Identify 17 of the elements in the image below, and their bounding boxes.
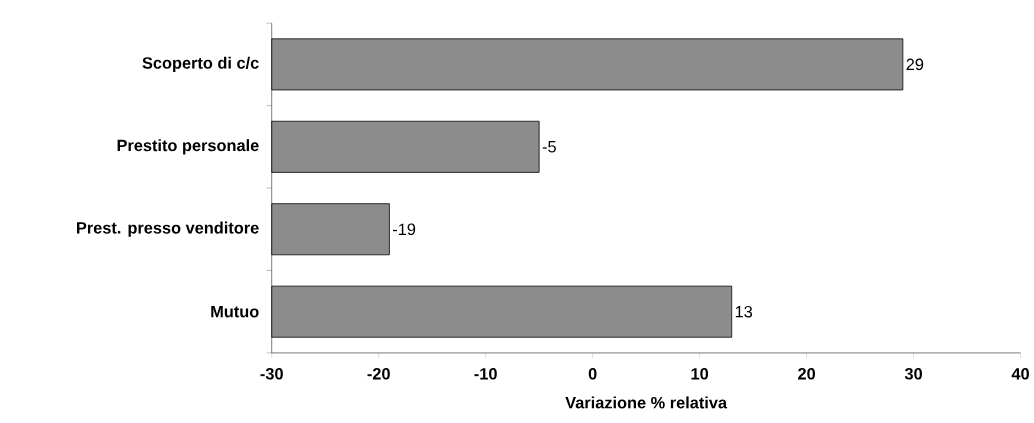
data-label: -5 (542, 141, 556, 153)
y-tick-label: Prest. presso venditore (77, 221, 259, 237)
y-tick-label: Mutuo (211, 306, 259, 318)
x-tick-label: -20 (367, 368, 390, 380)
x-axis-title: Variazione % relativa (565, 396, 728, 409)
x-tick-label: -30 (260, 368, 283, 380)
x-tick-label: 40 (1011, 368, 1029, 380)
y-tick-label: Scoperto di c/c (142, 56, 259, 72)
data-label: -19 (392, 223, 416, 236)
data-label: 29 (906, 58, 924, 71)
x-tick-label: 30 (904, 368, 922, 380)
x-tick-label: 20 (798, 368, 816, 380)
x-tick-label: 0 (588, 368, 597, 380)
y-tick-label: Prestito personale (117, 139, 259, 155)
x-tick-label: -10 (474, 368, 497, 380)
data-label: 13 (735, 305, 753, 318)
x-tick-label: 10 (691, 368, 709, 380)
